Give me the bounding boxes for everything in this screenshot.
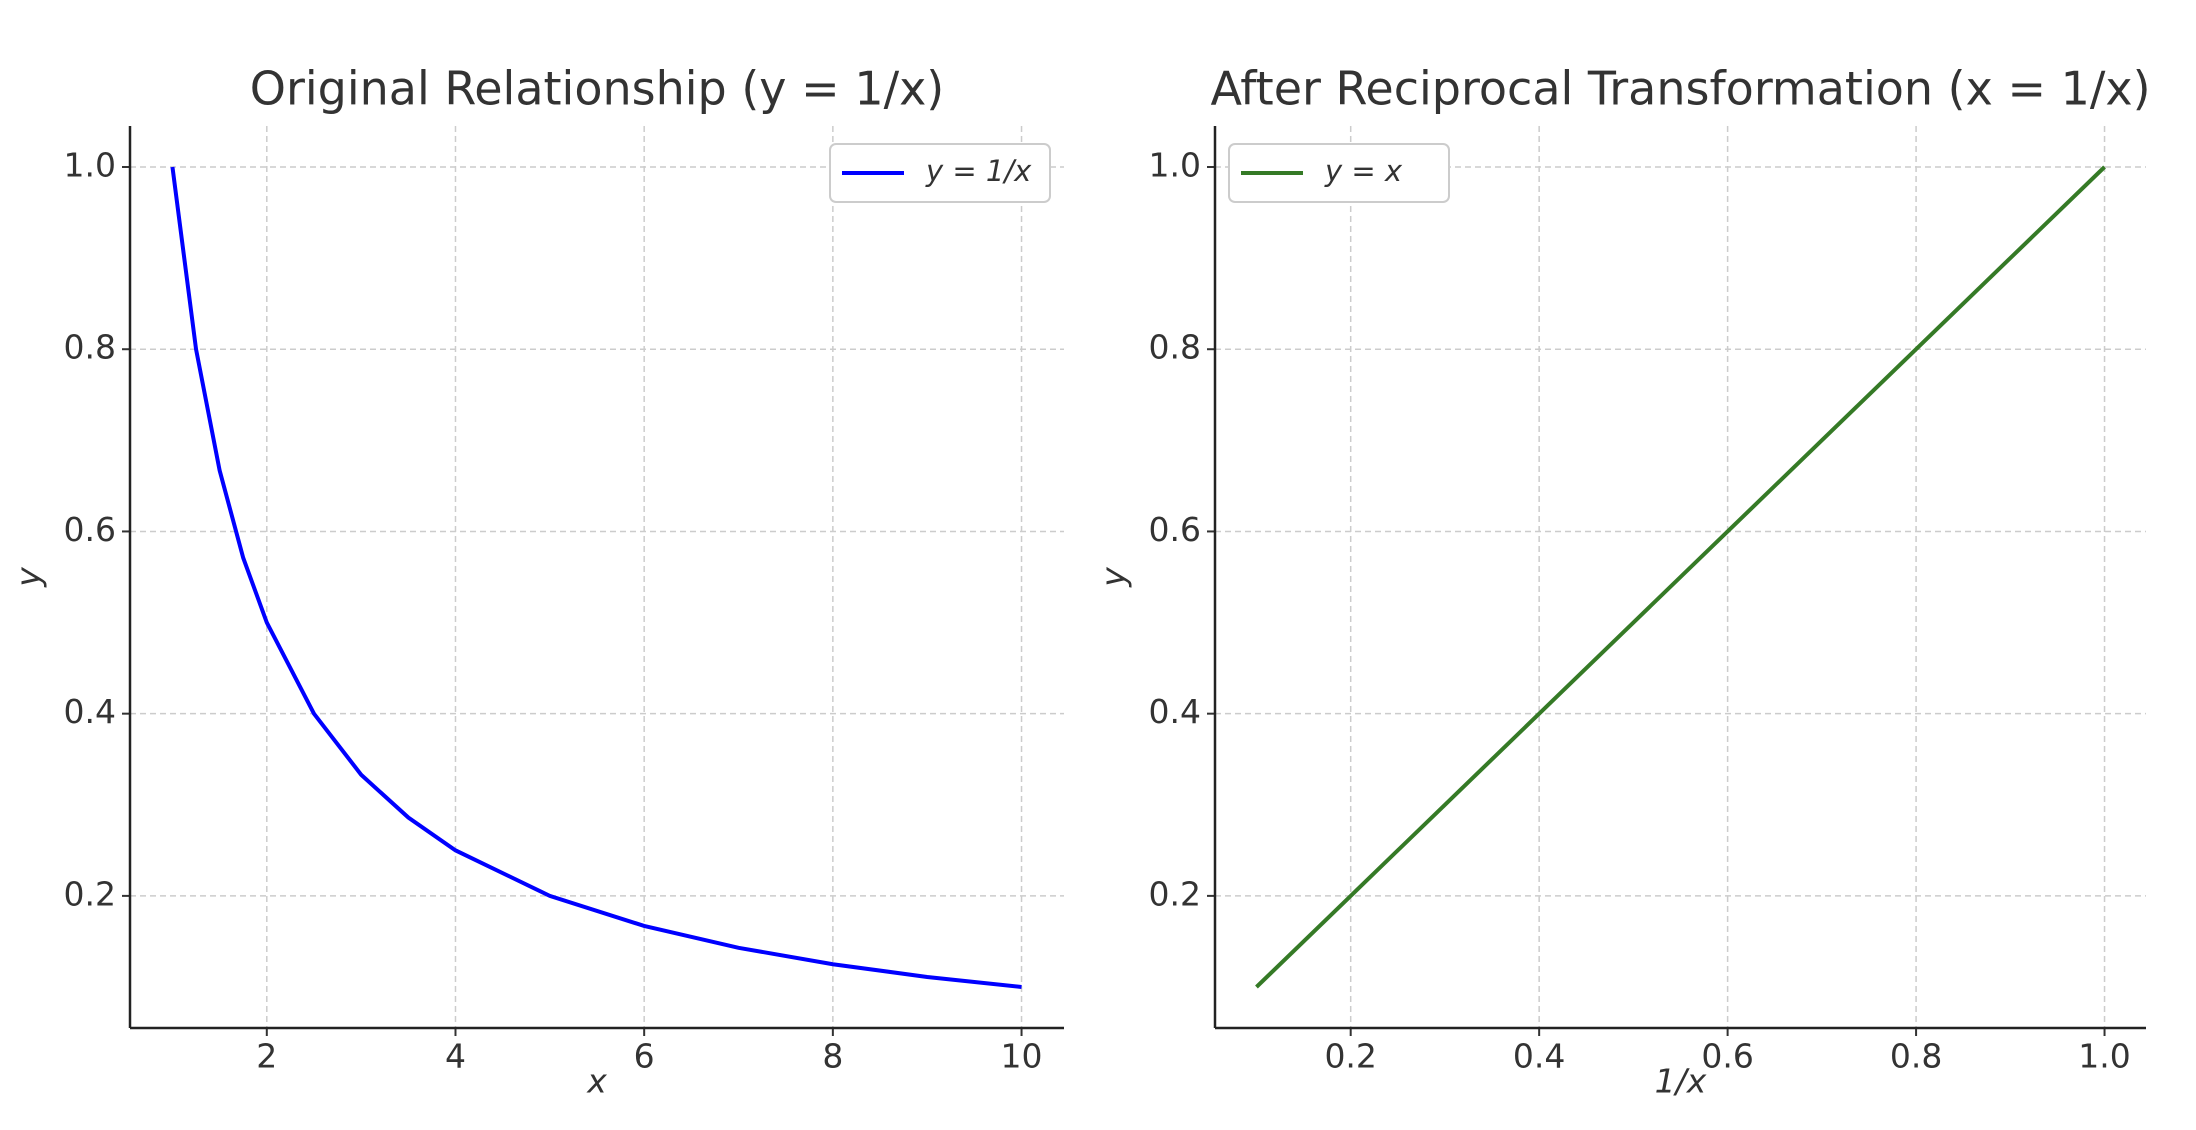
chart-title: After Reciprocal Transformation (x = 1/x… (1210, 62, 2150, 116)
x-tick-label: 0.2 (1324, 1037, 1376, 1076)
y-axis-label: y (1094, 567, 1133, 588)
x-tick-label: 0.6 (1701, 1037, 1753, 1076)
y-tick-label: 0.4 (64, 692, 116, 731)
x-tick-label: 1.0 (2078, 1037, 2130, 1076)
x-tick-label: 4 (445, 1037, 466, 1076)
legend-box (829, 143, 1051, 203)
x-axis-label: x (586, 1062, 607, 1101)
x-tick-label: 10 (1001, 1037, 1043, 1076)
y-axis-label: y (9, 567, 48, 588)
line-series (1255, 165, 2106, 989)
x-tick-label: 0.4 (1513, 1037, 1565, 1076)
x-axis-label: 1/x (1655, 1062, 1707, 1101)
y-tick-label: 0.2 (1149, 874, 1201, 913)
y-tick-label: 0.6 (64, 510, 116, 549)
x-tick-label: 2 (256, 1037, 277, 1076)
y-tick-label: 1.0 (64, 146, 116, 185)
y-tick-label: 0.2 (64, 874, 116, 913)
legend-label: y = x (1324, 154, 1403, 188)
chart-title: Original Relationship (y = 1/x) (250, 62, 945, 116)
x-tick-label: 6 (634, 1037, 655, 1076)
x-tick-label: 0.8 (1890, 1037, 1942, 1076)
y-tick-label: 0.8 (64, 328, 116, 367)
legend-box (1228, 143, 1450, 203)
y-tick-label: 0.8 (1149, 328, 1201, 367)
y-tick-label: 1.0 (1149, 146, 1201, 185)
y-tick-label: 0.6 (1149, 510, 1201, 549)
line-series (170, 166, 1022, 989)
y-tick-label: 0.4 (1149, 692, 1201, 731)
x-tick-label: 8 (822, 1037, 843, 1076)
legend-label: y = 1/x (925, 154, 1032, 188)
